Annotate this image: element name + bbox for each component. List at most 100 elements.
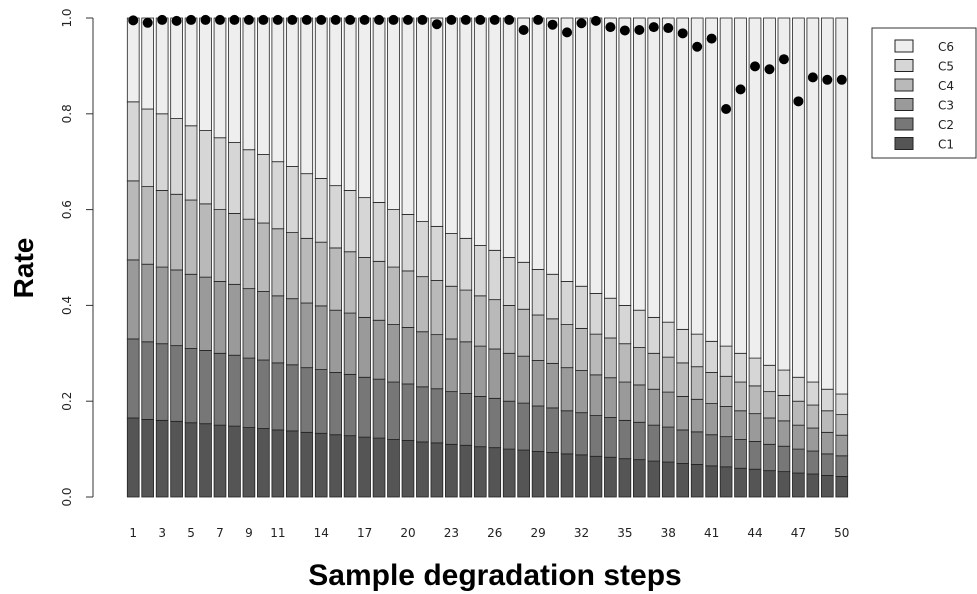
bar-segment-c4 [502,304,516,354]
bar-segment-c6 [502,17,516,258]
bar-segment-c3 [199,276,212,351]
bar-segment-c4 [257,222,270,292]
bar-segment-c5 [141,108,155,188]
bar-segment-c2 [589,415,603,457]
x-tick-label: 23 [444,526,459,540]
bar-segment-c2 [546,407,559,453]
bar-segment-c5 [647,316,661,354]
bar-segment-c1 [719,466,733,498]
bar-segment-c1 [560,453,574,498]
bar-segment-c5 [343,190,357,253]
bar-segment-c5 [748,357,762,387]
bar-segment-c4 [372,260,386,321]
bar-segment-c1 [314,432,328,498]
bar-segment-c2 [358,376,371,438]
rate-point [518,24,529,35]
bar-segment-c6 [488,17,502,251]
bar-segment-c1 [517,449,530,498]
bar-segment-c2 [416,386,429,443]
bar-segment-c4 [126,180,140,261]
bar-segment-c3 [792,424,805,450]
y-axis: 0.0 0.2 0.4 0.6 0.8 1.0 [60,8,94,507]
bar-segment-c6 [242,17,256,151]
bar-segment-c3 [589,374,603,416]
bar-segment-c4 [473,295,487,347]
bar-segment-c4 [777,395,791,422]
bar-segment-c2 [633,421,646,461]
bar-segment-c1 [748,468,762,498]
bar-segment-c5 [401,213,415,272]
bar-segment-c5 [705,340,718,373]
bar-segment-c1 [416,441,429,498]
bar-segment-c2 [719,436,733,468]
bar-segment-c1 [170,420,183,498]
bar-segment-c4 [184,199,198,275]
bar-segment-c3 [300,302,314,369]
bar-segment-c2 [343,373,357,437]
x-tick-label: 3 [158,526,166,540]
bar-segment-c1 [763,470,776,498]
bar-segment-c1 [300,431,314,498]
rate-point [475,14,486,25]
bar-segment-c6 [285,17,299,167]
bar-segment-c4 [445,285,458,340]
bar-segment-c6 [199,17,212,131]
bar-segment-c3 [502,352,516,402]
rate-point [272,14,283,25]
bar-segment-c3 [488,348,502,399]
bar-segment-c3 [314,305,328,370]
bar-segment-c1 [285,430,299,498]
bar-segment-c6 [661,17,675,323]
rate-point [229,14,240,25]
bar-segment-c5 [430,225,444,281]
rate-point [171,15,182,26]
legend-swatch-c1 [894,137,914,150]
bar-segment-c1 [792,472,805,498]
bar-segment-c1 [213,424,227,498]
bar-segment-c1 [184,422,198,498]
rate-point [142,17,153,28]
bar-segment-c1 [126,417,140,498]
bar-segment-c2 [560,410,574,455]
bar-segment-c2 [155,343,169,421]
x-tick-label: 38 [661,526,676,540]
bar-segment-c4 [401,270,415,328]
x-axis: 1 3 5 7 9 11 14 17 20 23 26 29 32 35 38 41 44 47 50 [129,526,849,540]
y-tick-label: 0.4 [60,296,74,315]
bar-segment-c5 [473,245,487,297]
y-axis-title: Rate [8,238,39,299]
legend-swatch-c5 [894,59,914,72]
bar-segment-c6 [228,17,241,143]
bar-segment-c3 [271,295,285,364]
bar-segment-c5 [488,249,502,301]
bar-segment-c6 [401,17,415,215]
legend-label-c4: C4 [938,79,954,93]
bar-segment-c4 [633,347,646,386]
rate-point [128,15,139,26]
bar-segment-c2 [676,429,690,464]
bar-segment-c1 [372,437,386,498]
bar-segment-c6 [633,17,646,311]
bar-segment-c6 [300,17,314,175]
bar-segment-c2 [806,450,820,475]
bar-segment-c3 [329,309,342,373]
bar-segment-c1 [575,454,588,498]
bar-segment-c4 [228,213,241,285]
bar-segment-c1 [199,423,212,498]
rate-point [374,14,385,25]
legend-label-c1: C1 [938,138,954,152]
bar-segment-c5 [806,381,820,406]
bar-segment-c6 [734,17,747,354]
bar-segment-c2 [141,341,155,420]
bar-segment-c3 [734,410,747,440]
bar-segment-c6 [647,17,661,318]
bar-segment-c1 [604,456,617,498]
bar-segment-c4 [300,237,314,304]
legend-label-c2: C2 [938,118,954,132]
bar-segment-c5 [719,345,733,377]
bar-segment-c3 [170,269,183,347]
bar-segment-c2 [502,400,516,450]
bar-segment-c1 [531,451,545,498]
bar-segment-c4 [459,289,473,343]
